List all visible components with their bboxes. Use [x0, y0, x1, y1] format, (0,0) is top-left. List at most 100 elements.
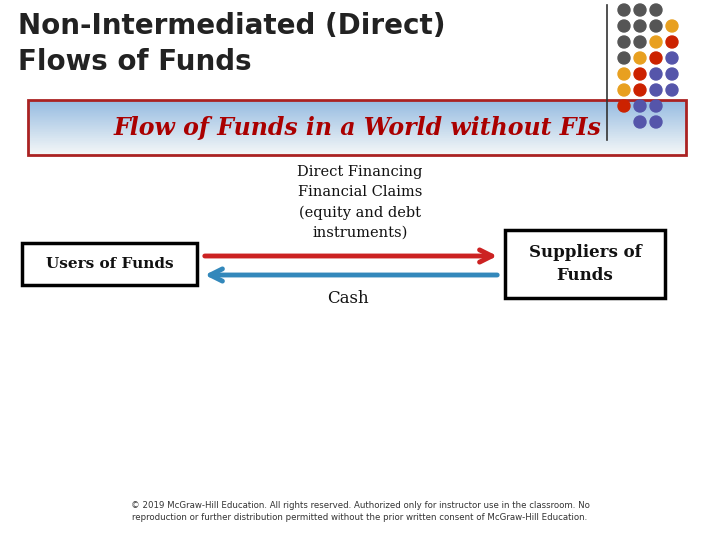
Bar	[28, 118, 686, 119]
Bar	[28, 154, 686, 156]
Bar	[22, 243, 197, 285]
Circle shape	[618, 36, 630, 48]
Bar	[28, 133, 686, 134]
Bar	[28, 152, 686, 153]
Bar	[28, 136, 686, 137]
Bar	[28, 145, 686, 147]
Bar	[28, 124, 686, 125]
Bar	[28, 104, 686, 105]
Circle shape	[666, 52, 678, 64]
Bar	[28, 137, 686, 138]
Circle shape	[634, 68, 646, 80]
Bar	[28, 139, 686, 140]
Bar	[28, 100, 686, 155]
Circle shape	[634, 84, 646, 96]
Bar	[28, 149, 686, 150]
Bar	[28, 150, 686, 152]
Circle shape	[634, 100, 646, 112]
Bar	[28, 110, 686, 111]
Circle shape	[650, 68, 662, 80]
Bar	[28, 120, 686, 122]
Bar	[28, 126, 686, 127]
Text: Cash: Cash	[327, 290, 369, 307]
Circle shape	[618, 100, 630, 112]
Bar	[28, 141, 686, 143]
Bar	[28, 115, 686, 116]
Circle shape	[650, 36, 662, 48]
Bar	[28, 144, 686, 145]
Bar	[28, 135, 686, 136]
Bar	[28, 121, 686, 122]
Bar	[28, 108, 686, 109]
Text: Non-Intermediated (Direct)
Flows of Funds: Non-Intermediated (Direct) Flows of Fund…	[18, 12, 446, 76]
Circle shape	[650, 100, 662, 112]
Bar	[28, 146, 686, 147]
Bar	[28, 104, 686, 105]
Circle shape	[650, 4, 662, 16]
Bar	[28, 133, 686, 135]
Bar	[28, 128, 686, 129]
Bar	[28, 123, 686, 124]
Bar	[28, 111, 686, 112]
Bar	[28, 122, 686, 123]
Bar	[28, 113, 686, 114]
Circle shape	[618, 4, 630, 16]
Bar	[28, 140, 686, 141]
Text: Suppliers of
Funds: Suppliers of Funds	[528, 244, 642, 284]
Bar	[28, 131, 686, 132]
Bar	[28, 119, 686, 120]
Bar	[28, 140, 686, 142]
Bar	[28, 118, 686, 119]
Bar	[28, 125, 686, 126]
Bar	[28, 125, 686, 126]
Circle shape	[618, 84, 630, 96]
Bar	[28, 113, 686, 114]
Text: Direct Financing
Financial Claims
(equity and debt
instruments): Direct Financing Financial Claims (equit…	[297, 165, 423, 240]
Bar	[28, 129, 686, 130]
Bar	[28, 137, 686, 138]
Circle shape	[650, 52, 662, 64]
Circle shape	[650, 20, 662, 32]
Bar	[28, 134, 686, 136]
Bar	[28, 127, 686, 129]
Bar	[28, 109, 686, 111]
Circle shape	[666, 36, 678, 48]
Bar	[28, 106, 686, 107]
Text: Flow of Funds in a World without FIs: Flow of Funds in a World without FIs	[113, 116, 601, 139]
Circle shape	[634, 20, 646, 32]
Circle shape	[618, 68, 630, 80]
Circle shape	[666, 68, 678, 80]
Bar	[28, 111, 686, 112]
Bar	[505, 230, 665, 298]
Bar	[28, 130, 686, 131]
Bar	[28, 112, 686, 113]
Text: © 2019 McGraw-Hill Education. All rights reserved. Authorized only for instructo: © 2019 McGraw-Hill Education. All rights…	[130, 501, 590, 522]
Bar	[28, 153, 686, 154]
Bar	[28, 102, 686, 103]
Bar	[28, 148, 686, 150]
Bar	[28, 120, 686, 121]
Circle shape	[618, 20, 630, 32]
Circle shape	[634, 52, 646, 64]
Bar	[28, 99, 686, 100]
Bar	[28, 109, 686, 110]
Bar	[28, 152, 686, 153]
Circle shape	[650, 84, 662, 96]
Bar	[28, 102, 686, 104]
Bar	[28, 142, 686, 143]
Bar	[28, 114, 686, 116]
Bar	[28, 130, 686, 131]
Bar	[28, 151, 686, 152]
Bar	[28, 147, 686, 149]
Bar	[28, 147, 686, 148]
Circle shape	[634, 116, 646, 128]
Bar	[28, 132, 686, 133]
Bar	[28, 138, 686, 139]
Bar	[28, 150, 686, 151]
Bar	[28, 103, 686, 104]
Bar	[28, 116, 686, 117]
Bar	[28, 123, 686, 124]
Bar	[28, 107, 686, 109]
Bar	[28, 116, 686, 117]
Circle shape	[666, 20, 678, 32]
